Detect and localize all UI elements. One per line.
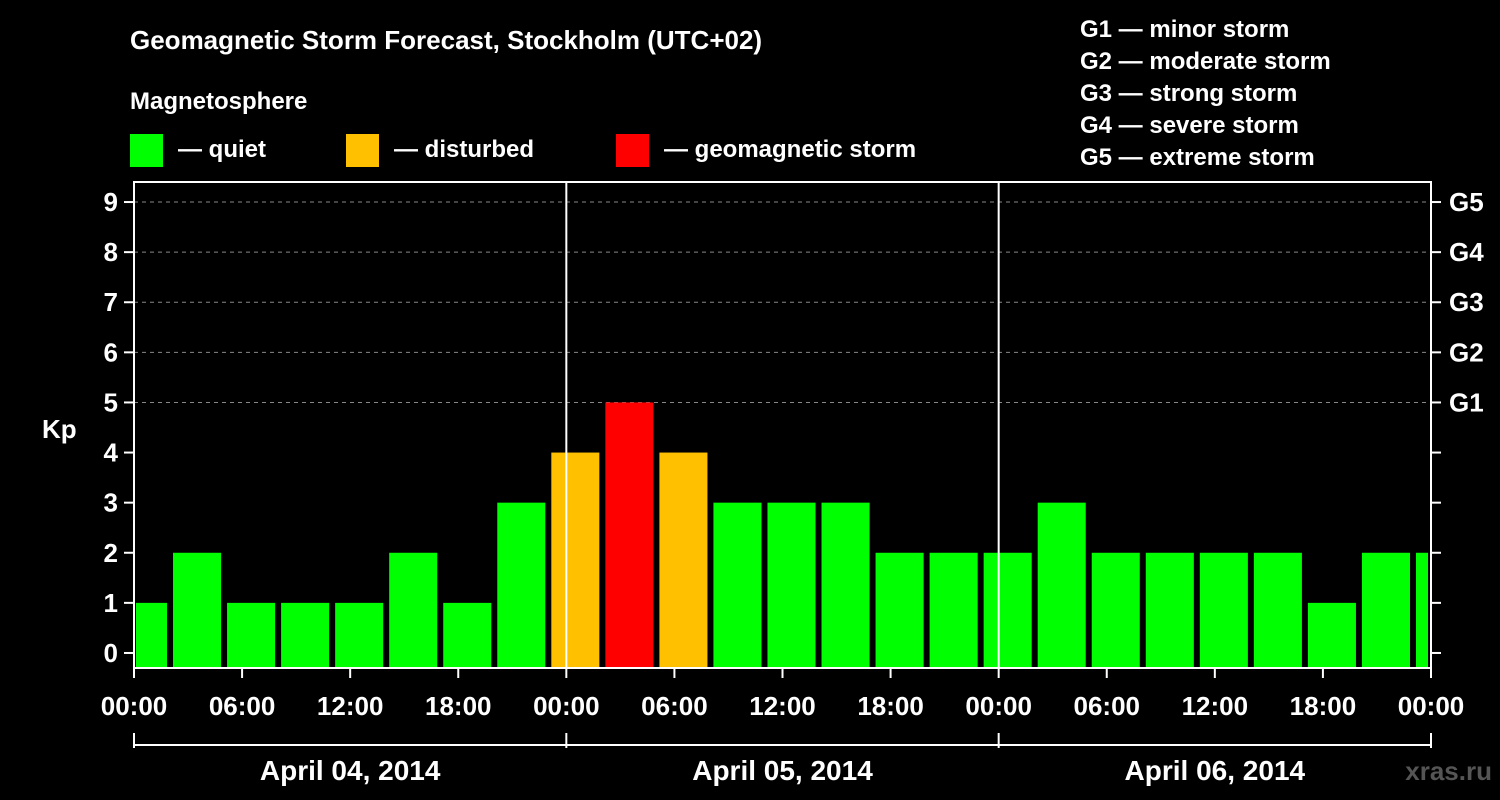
chart-title: Geomagnetic Storm Forecast, Stockholm (U… [130,25,762,55]
storm-scale-g4: G4 — severe storm [1080,112,1299,139]
bar [713,502,762,668]
bar [1091,552,1140,668]
bar [497,502,546,668]
y-tick-label: 3 [104,488,118,518]
x-tick-label: 00:00 [101,691,168,721]
bar [659,452,708,668]
storm-level-label: G5 [1449,187,1484,217]
x-tick-label: 12:00 [1182,691,1249,721]
x-tick-label: 00:00 [1398,691,1465,721]
bar [1145,552,1194,668]
legend-heading: Magnetosphere [130,88,307,115]
legend-swatch-storm [616,134,649,167]
x-tick-label: 00:00 [533,691,600,721]
day-label: April 06, 2014 [1125,755,1306,786]
bar [929,552,978,668]
bar [983,552,1032,668]
y-axis-ticks: 0 1 2 3 4 5 6 7 8 9 [104,187,134,668]
day-label: April 05, 2014 [692,755,873,786]
watermark: xras.ru [1405,756,1492,786]
y-tick-label: 9 [104,187,118,217]
bar [173,552,222,668]
storm-scale-g3: G3 — strong storm [1080,80,1297,107]
storm-level-label: G3 [1449,287,1484,317]
bar [227,602,276,668]
bar [389,552,438,668]
bar [767,502,816,668]
bar [551,452,600,668]
bar [1361,552,1410,668]
legend-label-disturbed: — disturbed [394,136,534,163]
x-tick-label: 12:00 [317,691,384,721]
legend-swatch-disturbed [346,134,379,167]
storm-scale-g2: G2 — moderate storm [1080,48,1331,75]
x-tick-label: 18:00 [1290,691,1357,721]
y-tick-label: 7 [104,287,118,317]
bar [821,502,870,668]
bar [1415,552,1428,668]
y-tick-label: 4 [104,438,119,468]
bar [1253,552,1302,668]
bar [605,402,654,668]
bar [1199,552,1248,668]
x-axis-ticks: 00:00 06:00 12:00 18:00 00:00 06:00 12:00 18:00… [101,668,1465,721]
bar [443,602,492,668]
x-tick-label: 06:00 [1074,691,1141,721]
y-tick-label: 2 [104,538,118,568]
right-axis-ticks: G1 G2 G3 G4 G5 [1431,187,1484,654]
storm-level-label: G1 [1449,387,1484,417]
bar [1037,502,1086,668]
bar [1307,602,1356,668]
storm-level-label: G2 [1449,337,1484,367]
bar [875,552,924,668]
y-tick-label: 5 [104,387,118,417]
legend-label-storm: — geomagnetic storm [664,136,916,163]
y-tick-label: 0 [104,638,118,668]
storm-level-label: G4 [1449,237,1484,267]
x-tick-label: 12:00 [749,691,816,721]
x-tick-label: 00:00 [965,691,1032,721]
storm-scale-g5: G5 — extreme storm [1080,144,1315,171]
y-tick-label: 8 [104,237,118,267]
day-brackets: April 04, 2014 April 05, 2014 April 06, 20… [133,733,1432,786]
bars [136,402,1428,668]
bar [335,602,384,668]
bar [136,602,168,668]
y-tick-label: 1 [104,588,118,618]
bar [281,602,330,668]
day-label: April 04, 2014 [260,755,441,786]
legend-swatch-quiet [130,134,163,167]
x-tick-label: 18:00 [425,691,492,721]
storm-scale-g1: G1 — minor storm [1080,16,1289,43]
y-tick-label: 6 [104,337,118,367]
grid-lines [134,201,1431,403]
legend-label-quiet: — quiet [178,136,266,163]
y-axis-label: Kp [42,414,77,444]
x-tick-label: 06:00 [641,691,708,721]
x-tick-label: 18:00 [857,691,924,721]
x-tick-label: 06:00 [209,691,276,721]
